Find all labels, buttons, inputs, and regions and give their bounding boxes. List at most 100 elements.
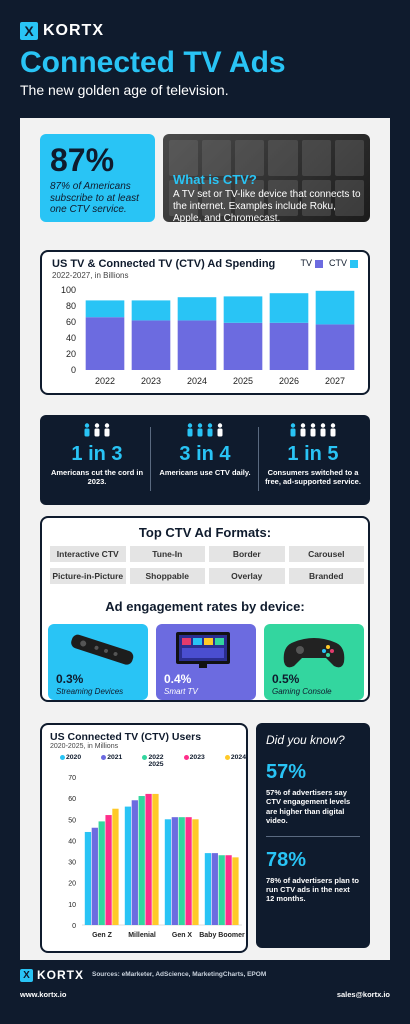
did-you-know-card: Did you know? 57% 57% of advertisers say… — [256, 723, 370, 948]
ad-formats-card: Top CTV Ad Formats: Interactive CTV Tune… — [40, 516, 370, 702]
streaming-label: Streaming Devices — [56, 687, 124, 696]
stat-cord-cut-text: Americans cut the cord in 2023. — [50, 468, 144, 486]
fact-57-value: 57% — [266, 761, 307, 783]
format-tag: Border — [209, 546, 285, 562]
x-tick-label: Millenial — [128, 932, 156, 939]
x-tick-label: 2022 — [95, 376, 115, 386]
y-tick-label: 40 — [68, 838, 76, 845]
ctv-users-chart-card: US Connected TV (CTV) Users 2020-2025, i… — [40, 723, 248, 953]
y-tick-label: 0 — [71, 365, 76, 375]
streaming-tiles-background — [163, 134, 370, 222]
bar-2020-gen-z — [84, 831, 92, 925]
y-tick-label: 30 — [68, 860, 76, 867]
bar-2023-gen-x — [185, 817, 192, 925]
bar-2020-gen-x — [164, 819, 172, 925]
smart-tv-icon — [176, 632, 230, 668]
legend-tv: TV — [300, 258, 323, 268]
bar-tv-2023 — [131, 320, 171, 370]
ad-spending-chart-title: US TV & Connected TV (CTV) Ad Spending — [52, 258, 276, 270]
did-you-know-title: Did you know? — [266, 733, 345, 747]
x-tick-label: 2023 — [141, 376, 161, 386]
bar-2023-millenial — [145, 793, 152, 925]
people-icons — [260, 423, 366, 437]
x-tick-label: 2025 — [233, 376, 253, 386]
x-tick-label: 2024 — [187, 376, 207, 386]
ad-spending-chart-card: US TV & Connected TV (CTV) Ad Spending 2… — [40, 250, 370, 395]
ad-formats-grid: Interactive CTV Tune-In Border Carousel … — [50, 546, 364, 584]
smarttv-rate: 0.4% — [164, 672, 192, 686]
ctv-users-chart: 0 10 20 30 40 50 60 70 Gen Z Millenial Gen X Baby B… — [68, 775, 245, 939]
logo-x-icon: X — [20, 22, 38, 40]
stat-free-service-value: 1 in 5 — [287, 443, 339, 465]
stat-daily-use-text: Americans use CTV daily. — [159, 468, 251, 477]
person-icon — [320, 423, 326, 437]
x-tick-label: 2027 — [325, 376, 345, 386]
cord-cutting-stats: 1 in 3 Americans cut the cord in 2023. 3… — [40, 415, 370, 505]
format-tag: Interactive CTV — [50, 546, 126, 562]
bar-ctv-2023 — [131, 300, 171, 321]
footer-sources: Sources: eMarketer, AdScience, Marketing… — [92, 971, 267, 978]
person-icon — [197, 423, 203, 437]
content-panel: 87% 87% of Americans subscribe to at lea… — [20, 118, 390, 960]
bar-2021-gen-x — [171, 817, 178, 925]
person-icon — [290, 423, 296, 437]
bar-tv-2024 — [177, 320, 217, 370]
people-icons — [44, 423, 150, 437]
legend-2024: 2024 — [224, 754, 246, 769]
brand-logo[interactable]: X KORTX — [20, 22, 390, 40]
subscription-stat-card: 87% 87% of Americans subscribe to at lea… — [40, 134, 155, 222]
footer-email-link[interactable]: sales@kortx.io — [336, 990, 390, 999]
bar-ctv-2025 — [223, 296, 263, 323]
format-tag: Carousel — [288, 546, 364, 562]
engagement-title: Ad engagement rates by device: — [105, 599, 305, 614]
game-controller-icon — [283, 638, 345, 668]
bar-ctv-2024 — [177, 297, 217, 321]
subscription-stat-text: 87% of Americans subscribe to at least o… — [50, 181, 139, 215]
stat-daily-use: 3 in 4 Americans use CTV daily. — [152, 423, 258, 478]
remote-control-icon — [71, 634, 134, 665]
bar-tv-2026 — [269, 322, 309, 370]
y-tick-label: 70 — [68, 775, 76, 782]
bar-2023-gen-z — [105, 815, 112, 925]
bar-2022-millenial — [138, 796, 145, 925]
stat-cord-cut: 1 in 3 Americans cut the cord in 2023. — [44, 423, 150, 486]
bar-2022-gen-z — [98, 821, 105, 925]
bar-2020-baby-boomer — [204, 853, 212, 925]
x-tick-label: 2026 — [279, 376, 299, 386]
people-icons — [152, 423, 258, 437]
person-icon — [94, 423, 100, 437]
bar-tv-2027 — [315, 324, 355, 370]
bar-2024-baby-boomer — [232, 857, 239, 925]
device-card-console: 0.5% Gaming Console — [264, 624, 364, 700]
y-tick-label: 100 — [61, 285, 76, 295]
person-icon — [84, 423, 90, 437]
y-tick-label: 0 — [72, 923, 76, 930]
y-tick-label: 10 — [68, 902, 76, 909]
bar-ctv-2022 — [85, 300, 125, 318]
format-tag: Branded — [288, 568, 364, 584]
legend-2022: 2022 2025 — [142, 754, 164, 769]
smarttv-label: Smart TV — [164, 687, 198, 696]
stat-free-service: 1 in 5 Consumers switched to a free, ad-… — [260, 423, 366, 486]
logo-x-icon: X — [20, 968, 33, 982]
stat-free-service-text: Consumers switched to a free, ad-support… — [265, 468, 361, 486]
ad-spending-chart-subtitle: 2022-2027, in Billions — [52, 271, 129, 280]
bar-2020-millenial — [124, 806, 132, 925]
bar-2024-gen-x — [192, 819, 199, 925]
fact-57-text: 57% of advertisers say CTV engagement le… — [266, 788, 351, 826]
bar-ctv-2027 — [315, 290, 355, 325]
bar-2023-baby-boomer — [225, 855, 232, 925]
bar-2021-millenial — [131, 800, 138, 925]
what-is-ctv-card: What is CTV? A TV set or TV-like device … — [163, 134, 370, 222]
footer-website-link[interactable]: www.kortx.io — [20, 990, 67, 999]
y-tick-label: 40 — [66, 333, 76, 343]
x-tick-label: Gen X — [172, 932, 193, 939]
bar-2024-gen-z — [112, 808, 119, 925]
x-tick-label: Baby Boomer — [199, 932, 245, 939]
y-tick-label: 60 — [68, 796, 76, 803]
console-label: Gaming Console — [272, 687, 332, 696]
ctv-users-legend: 2020 2021 2022 2025 2023 2024 — [60, 754, 246, 769]
footer-logo[interactable]: X KORTX — [20, 968, 84, 982]
device-card-streaming: 0.3% Streaming Devices — [48, 624, 148, 700]
fact-78-text: 78% of advertisers plan to run CTV ads i… — [266, 875, 359, 904]
